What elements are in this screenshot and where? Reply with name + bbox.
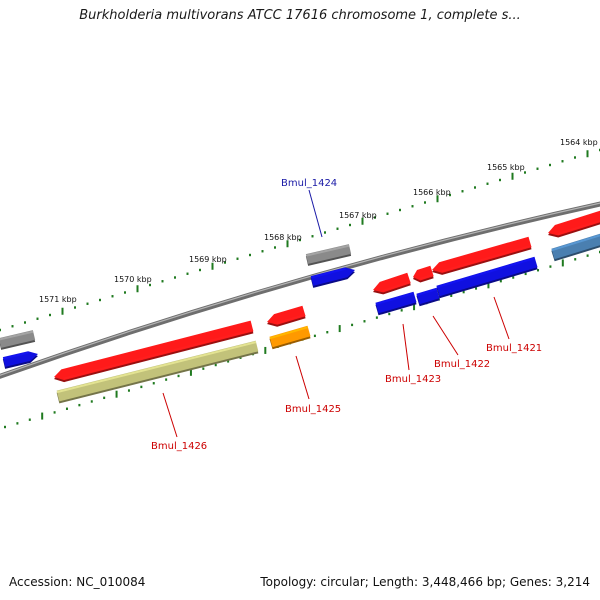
feature-right-red[interactable]	[548, 210, 600, 238]
leader-bmul-1422	[432, 315, 459, 356]
leader-bmul-1424	[308, 189, 323, 238]
feature-bmul-1425-top-highlight	[276, 313, 306, 325]
feature-bmul-1424-blue[interactable]	[310, 267, 355, 288]
feature-bmul-1425-highlight	[269, 326, 309, 340]
chromosome-backbone	[0, 201, 600, 379]
kbp-label-1564: 1564 kbp	[560, 138, 598, 147]
feature-bmul-1422-top[interactable]	[413, 265, 434, 283]
feature-bmul-1423-body	[375, 291, 417, 314]
gene-label-bmul-1421[interactable]: Bmul_1421	[486, 343, 542, 354]
feature-right-steel[interactable]	[551, 233, 600, 262]
gene-features	[0, 210, 600, 404]
feature-bmul-1425-top[interactable]	[267, 305, 306, 327]
feature-right-steel-highlight	[551, 234, 600, 252]
feature-right-red-body	[548, 210, 600, 236]
feature-bmul-1424-blue-body	[310, 267, 355, 286]
feature-bmul-1421-top[interactable]	[432, 236, 532, 275]
feature-bmul-1423[interactable]	[375, 291, 417, 316]
leader-bmul-1425	[295, 355, 310, 400]
feature-left-blue[interactable]	[2, 351, 38, 369]
kbp-label-1570: 1570 kbp	[114, 275, 152, 284]
chromosome-backbone-highlight	[0, 202, 600, 376]
feature-bmul-1426-highlight	[56, 341, 257, 394]
kbp-label-1565: 1565 kbp	[487, 163, 525, 172]
feature-bmul-1424-blue-highlight	[310, 267, 346, 279]
feature-bmul-1426[interactable]	[56, 340, 259, 404]
scale-labels: 1571 kbp 1570 kbp 1569 kbp 1568 kbp 1567…	[39, 138, 598, 304]
feature-bmul-1421-top-body	[432, 236, 532, 273]
kbp-label-1566: 1566 kbp	[413, 188, 451, 197]
leader-bmul-1426	[162, 392, 178, 438]
feature-left-blue-body	[2, 351, 38, 367]
kbp-label-1567: 1567 kbp	[339, 211, 377, 220]
gene-label-bmul-1423[interactable]: Bmul_1423	[385, 374, 441, 385]
feature-left-gray-body	[0, 330, 36, 348]
accession-text: Accession: NC_010084	[9, 575, 146, 589]
feature-bmul-1421[interactable]	[436, 256, 538, 299]
feature-bmul-1422[interactable]	[416, 287, 440, 307]
kbp-label-1568: 1568 kbp	[264, 233, 302, 242]
feature-bmul-1426-top-highlight	[63, 328, 254, 380]
label-leaders	[162, 189, 510, 438]
feature-left-gray[interactable]	[0, 330, 36, 350]
feature-bmul-1425-top-body	[267, 305, 306, 325]
feature-bmul-1421-highlight	[436, 257, 536, 289]
feature-bmul-1422-highlight	[416, 288, 438, 297]
leader-bmul-1421	[493, 296, 510, 340]
feature-bmul-1421-body	[436, 256, 538, 297]
feature-bmul-1423-top-highlight	[382, 280, 411, 292]
feature-bmul-1421-top-highlight	[441, 244, 532, 273]
gene-labels: Bmul_1424 Bmul_1426 Bmul_1425 Bmul_1423 …	[151, 178, 542, 452]
feature-bmul-1426-top[interactable]	[54, 320, 254, 383]
gene-label-bmul-1425[interactable]: Bmul_1425	[285, 404, 341, 415]
gene-label-bmul-1422[interactable]: Bmul_1422	[434, 359, 490, 370]
feature-bmul-1424-highlight	[305, 244, 350, 257]
feature-bmul-1422-top-highlight	[419, 273, 434, 280]
scale-ticks-outer	[0, 148, 600, 332]
feature-bmul-1423-highlight	[375, 292, 415, 306]
feature-left-gray-highlight	[0, 330, 34, 341]
feature-bmul-1422-body	[416, 287, 440, 305]
feature-bmul-1424-body	[305, 244, 352, 264]
feature-right-steel-body	[551, 233, 600, 260]
map-title: Burkholderia multivorans ATCC 17616 chro…	[79, 8, 521, 23]
gene-label-bmul-1426[interactable]: Bmul_1426	[151, 441, 207, 452]
gene-label-bmul-1424[interactable]: Bmul_1424	[281, 178, 337, 189]
feature-bmul-1423-top[interactable]	[373, 272, 411, 295]
leader-bmul-1423	[402, 323, 410, 371]
kbp-label-1571: 1571 kbp	[39, 295, 77, 304]
feature-bmul-1424[interactable]	[305, 244, 352, 266]
feature-right-red-highlight	[557, 219, 600, 236]
feature-bmul-1426-top-body	[54, 320, 254, 381]
feature-bmul-1425-body	[269, 325, 311, 348]
feature-bmul-1423-top-body	[373, 272, 411, 293]
kbp-label-1569: 1569 kbp	[189, 255, 227, 264]
genome-summary-text: Topology: circular; Length: 3,448,466 bp…	[260, 575, 590, 589]
feature-bmul-1425[interactable]	[269, 325, 311, 350]
feature-bmul-1426-body	[56, 340, 259, 402]
feature-left-blue-highlight	[2, 351, 29, 360]
